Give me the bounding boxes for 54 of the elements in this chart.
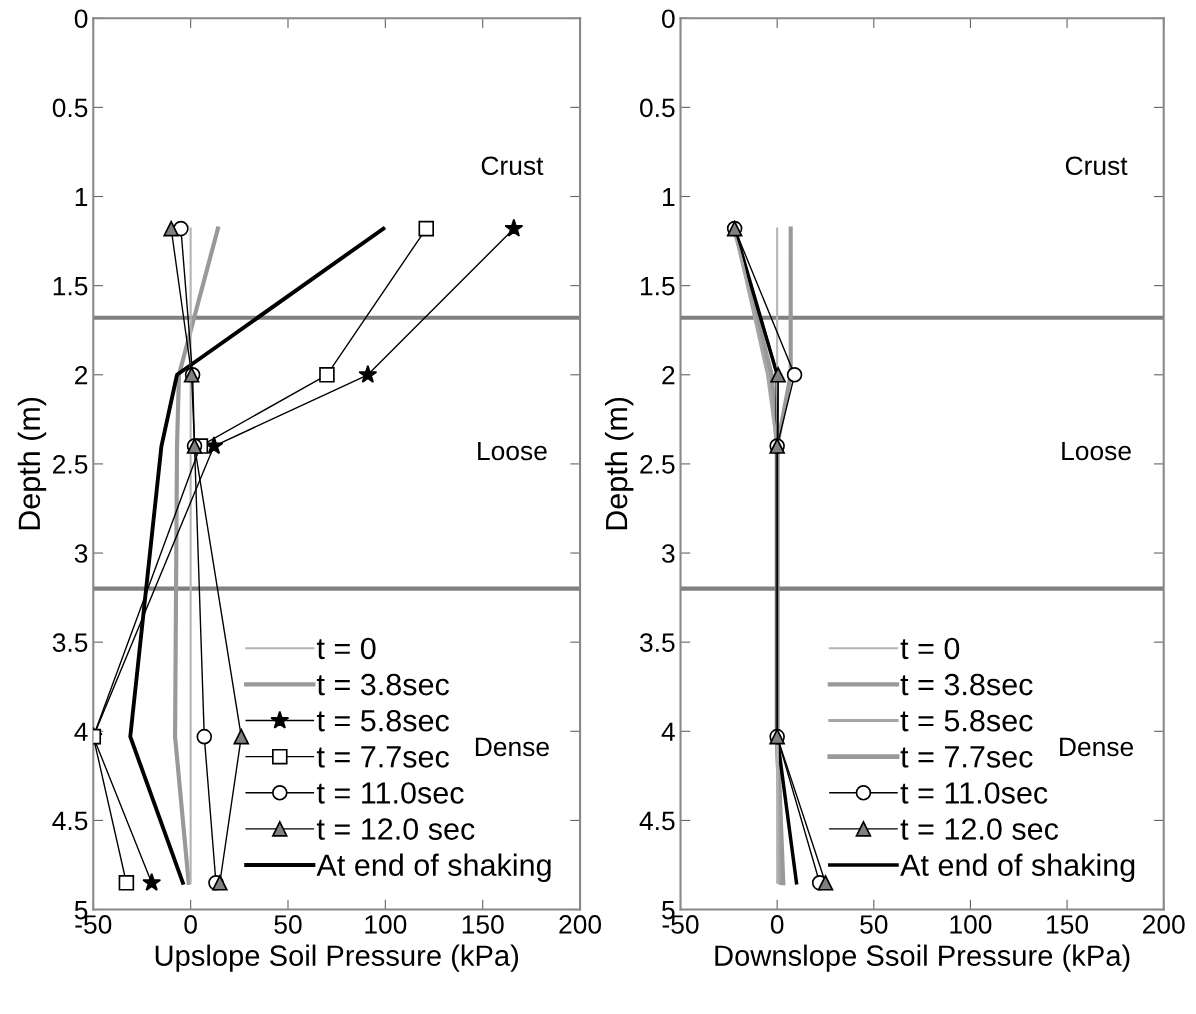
legend-label: t = 12.0 sec: [900, 818, 1059, 840]
annotation: Loose: [1062, 441, 1131, 461]
legend-label: t = 5.8sec: [900, 709, 1033, 732]
legend-label: t = 11.0sec: [316, 782, 464, 804]
x-tick-label: 50: [274, 915, 302, 934]
x-tick-label: 150: [462, 915, 504, 934]
legend-label: t = 5.8sec: [316, 709, 449, 732]
y-tick-label: 3.5: [52, 633, 88, 652]
legend-label: t = 0: [900, 637, 960, 660]
annotation: Crust: [1065, 156, 1128, 176]
y-tick-label: 4.5: [639, 811, 675, 831]
y-tick-label: 1: [663, 187, 675, 207]
y-tick-label: 0: [662, 9, 675, 29]
y-tick-label: 0.5: [640, 98, 675, 118]
legend-label: At end of shaking: [316, 853, 551, 883]
legend-label: t = 12.0 sec: [316, 818, 475, 840]
y-tick-label: 2: [662, 365, 675, 385]
x-axis-title: Downslope Ssoil Pressure (kPa): [715, 944, 1130, 972]
y-tick-label: 1: [75, 187, 88, 207]
legend-label: At end of shaking: [900, 853, 1135, 883]
y-tick-label: 3: [74, 544, 88, 563]
y-axis-title: Depth (m): [604, 397, 634, 530]
x-tick-label: 150: [1047, 915, 1089, 934]
y-tick-label: 2.5: [640, 455, 675, 474]
legend-label: t = 3.8sec: [900, 673, 1033, 696]
y-tick-label: 1.5: [53, 277, 88, 296]
y-tick-label: 1.5: [640, 277, 675, 296]
x-tick-label: 100: [950, 915, 992, 934]
x-tick-label: 200: [559, 915, 602, 934]
annotation: Loose: [478, 441, 547, 461]
annotation: Dense: [475, 737, 549, 757]
y-tick-label: 0.5: [52, 98, 88, 118]
y-tick-label: 3.5: [639, 633, 675, 652]
x-tick-label: 0: [184, 915, 197, 934]
y-tick-label: 2.5: [53, 455, 88, 474]
y-tick-label: 4: [74, 722, 88, 741]
x-tick-label: 0: [770, 915, 784, 934]
x-axis-title: Upslope Soil Pressure (kPa): [155, 944, 519, 972]
legend-label: t = 7.7sec: [900, 746, 1033, 768]
annotation: Crust: [481, 156, 544, 176]
x-tick-label: 200: [1143, 915, 1185, 934]
y-axis-title: Depth (m): [17, 397, 47, 530]
y-tick-label: 3: [661, 544, 675, 563]
x-tick-label: 50: [860, 915, 888, 934]
x-tick-label: 100: [365, 915, 407, 934]
annotation: Dense: [1060, 737, 1134, 757]
y-tick-label: 2: [75, 365, 88, 385]
legend-label: t = 11.0sec: [900, 782, 1048, 804]
y-tick-label: 0: [74, 9, 88, 29]
y-tick-label: 4: [661, 722, 675, 741]
legend-label: t = 3.8sec: [316, 673, 449, 696]
legend-label: t = 0: [316, 637, 376, 660]
y-tick-label: 4.5: [52, 811, 88, 831]
legend-label: t = 7.7sec: [316, 746, 449, 768]
